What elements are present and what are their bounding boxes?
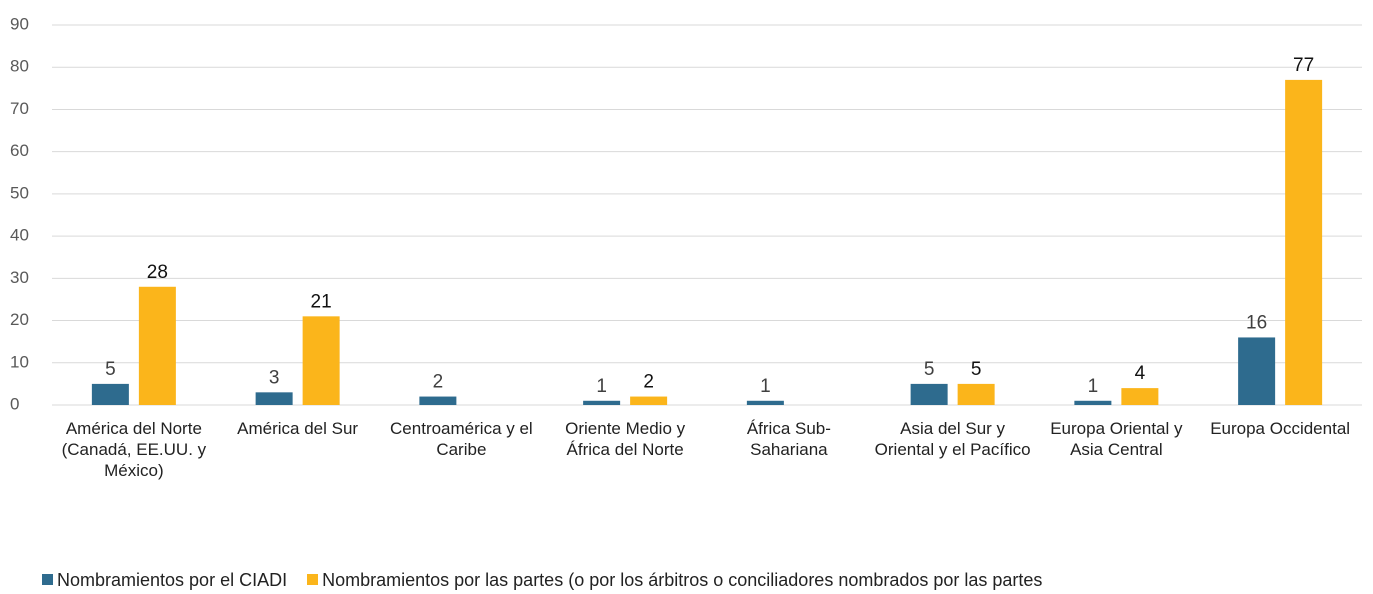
y-tick-label: 30 [10, 268, 29, 287]
y-tick-label: 90 [10, 14, 29, 33]
data-label: 5 [105, 359, 116, 380]
legend-swatch [307, 574, 319, 585]
bar [1121, 388, 1159, 405]
data-label: 77 [1293, 55, 1314, 76]
bar [630, 396, 668, 405]
x-tick-label: Oriente Medio y África del Norte [565, 419, 686, 459]
x-tick-label: Europa Oriental y Asia Central [1050, 419, 1183, 459]
data-label: 4 [1135, 363, 1146, 384]
x-tick-label: Europa Occidental [1210, 419, 1351, 438]
data-label: 28 [147, 262, 168, 283]
y-tick-label: 10 [10, 352, 29, 371]
bar [1074, 400, 1112, 405]
bar [910, 383, 948, 405]
y-tick-label: 80 [10, 57, 29, 76]
legend-label: Nombramientos por las partes (o por los … [322, 570, 1043, 590]
x-tick-label: Asia del Sur y Oriental y el Pacífico [874, 419, 1031, 459]
bar [1238, 337, 1276, 405]
y-tick-label: 50 [10, 183, 29, 202]
bar [138, 286, 176, 405]
bar [957, 383, 995, 405]
bar [583, 400, 621, 405]
data-label: 16 [1246, 312, 1267, 333]
legend-swatch [42, 574, 53, 585]
data-label: 5 [924, 359, 935, 380]
legend-label: Nombramientos por el CIADI [57, 570, 288, 590]
x-tick-label: África Sub-Sahariana [746, 419, 831, 459]
data-label: 1 [760, 376, 771, 397]
bar [255, 392, 293, 405]
data-label: 21 [311, 291, 332, 312]
x-tick-label: América del Norte (Canadá, EE.UU. y Méxi… [61, 419, 207, 480]
x-tick-label: Centroamérica y el Caribe [390, 419, 533, 459]
y-tick-label: 20 [10, 310, 29, 329]
y-tick-label: 40 [10, 226, 29, 245]
data-label: 3 [269, 367, 280, 388]
data-label: 2 [643, 372, 654, 393]
legend: Nombramientos por el CIADI Nombramientos … [42, 570, 1373, 591]
bar [302, 316, 340, 405]
y-tick-label: 60 [10, 141, 29, 160]
legend-item: Nombramientos por el CIADI [42, 570, 287, 590]
data-label: 2 [433, 372, 444, 393]
x-tick-label: América del Sur [237, 419, 359, 438]
legend-item: Nombramientos por las partes (o por los … [307, 570, 1042, 590]
data-label: 1 [596, 376, 607, 397]
bar [91, 383, 129, 405]
bar [419, 396, 457, 405]
data-label: 1 [1088, 376, 1099, 397]
bar [746, 400, 784, 405]
bar [1285, 79, 1323, 405]
y-tick-label: 0 [10, 394, 19, 413]
y-tick-label: 70 [10, 99, 29, 118]
data-label: 5 [971, 359, 982, 380]
